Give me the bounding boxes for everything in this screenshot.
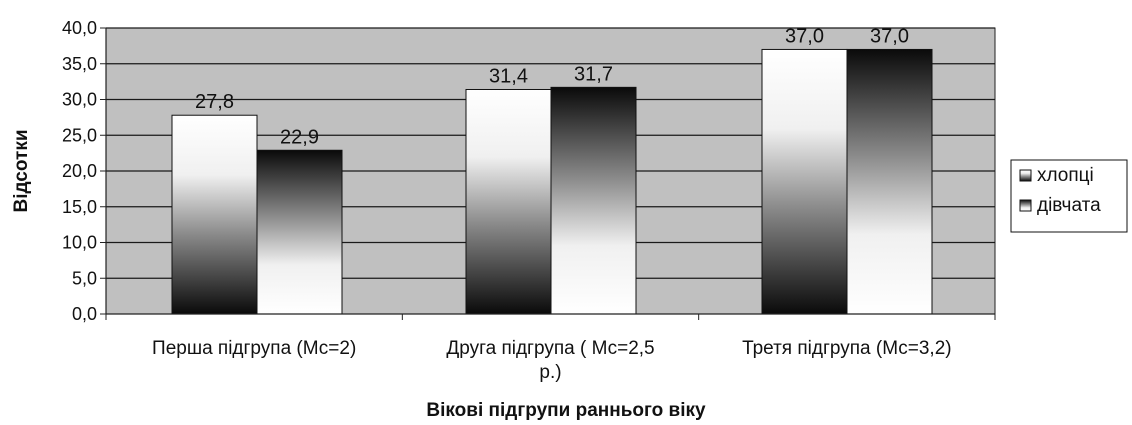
y-tick-label: 10,0 [62, 233, 97, 253]
bar-girls-3 [846, 48, 933, 315]
y-axis: 0,0 5,0 10,0 15,0 20,0 25,0 30,0 35,0 40,0 [62, 18, 107, 324]
y-axis-title: Відсотки [11, 129, 32, 212]
bar-boys-3 [761, 48, 848, 315]
x-axis-title: Вікові підгрупи раннього віку [426, 400, 706, 421]
data-label: 31,4 [489, 65, 528, 87]
legend-label: хлопці [1037, 165, 1094, 186]
data-label: 31,7 [574, 63, 613, 85]
bars [171, 48, 933, 315]
y-tick-label: 20,0 [62, 161, 97, 181]
x-tick-label: Третя підгрупа (Мс=3,2) [742, 338, 952, 359]
data-label: 27,8 [195, 91, 234, 113]
y-tick-label: 5,0 [72, 268, 97, 288]
x-tick-label: Друга підгрупа ( Мс=2,5 р.) [446, 338, 654, 383]
y-tick-label: 35,0 [62, 54, 97, 74]
data-label: 37,0 [870, 25, 909, 47]
y-tick-label: 25,0 [62, 125, 97, 145]
bar-boys-2 [465, 88, 552, 315]
bar-girls-2 [550, 86, 637, 315]
legend-swatch [1019, 199, 1032, 212]
x-axis: Перша підгрупа (Мс=2) Друга підгрупа ( Мс… [105, 313, 996, 383]
y-tick-label: 15,0 [62, 197, 97, 217]
data-label: 37,0 [785, 25, 824, 47]
y-tick-label: 40,0 [62, 18, 97, 38]
legend-swatch [1019, 169, 1032, 182]
bar-boys-1 [171, 114, 258, 315]
legend: хлопці дівчата [1010, 159, 1128, 233]
y-tick-label: 0,0 [72, 304, 97, 324]
legend-label: дівчата [1037, 195, 1101, 216]
data-label: 22,9 [280, 126, 319, 148]
y-tick-label: 30,0 [62, 90, 97, 110]
x-tick-label: Перша підгрупа (Мс=2) [152, 338, 356, 359]
data-labels: 27,8 31,4 37,0 22,9 31,7 37,0 [195, 25, 909, 148]
bar-girls-1 [256, 149, 343, 315]
